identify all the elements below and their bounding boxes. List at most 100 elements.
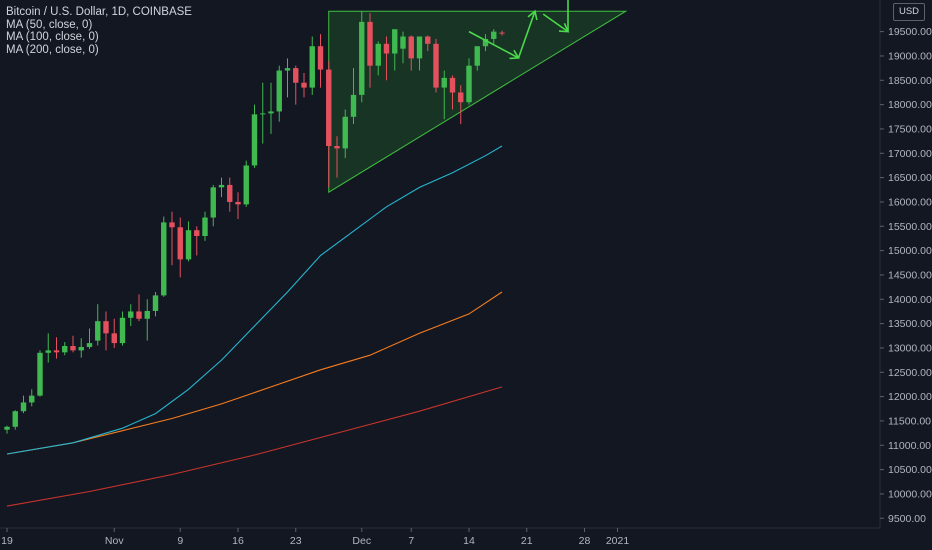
chart-legend: Bitcoin / U.S. Dollar, 1D, COINBASE MA (… (6, 6, 192, 56)
candle-body (78, 346, 84, 351)
candle (243, 160, 249, 207)
candle (144, 299, 150, 341)
time-tick-label: 7 (408, 535, 414, 547)
candle-body (326, 69, 332, 146)
candle (251, 104, 258, 168)
candle-body (400, 36, 406, 49)
currency-label[interactable]: USD (893, 3, 925, 21)
candle (53, 337, 60, 359)
price-tick-label: 18500.00 (888, 75, 932, 87)
ma100-legend[interactable]: MA (100, close, 0) (6, 31, 99, 44)
candle-body (70, 345, 76, 351)
candle (293, 65, 299, 105)
candle (4, 425, 10, 434)
price-tick-label: 10500.00 (888, 464, 932, 476)
price-tick-label: 19000.00 (888, 50, 932, 62)
candle-body (185, 230, 192, 260)
candle-body (194, 230, 200, 237)
price-tick-label: 17000.00 (888, 148, 932, 160)
ma50-legend[interactable]: MA (50, close, 0) (6, 18, 93, 31)
candle-body (350, 94, 357, 117)
symbol-title[interactable]: Bitcoin / U.S. Dollar, 1D, COINBASE (6, 6, 192, 18)
arrow-shaft (542, 13, 569, 33)
candle (326, 60, 332, 188)
candle (334, 136, 340, 178)
candle (29, 389, 35, 407)
price-tick-label: 19500.00 (888, 26, 932, 38)
candle (499, 30, 505, 36)
candle-body (111, 333, 117, 344)
candle (78, 338, 84, 358)
candle-body (334, 145, 340, 149)
candle (185, 221, 192, 262)
candle (466, 58, 472, 105)
candle (441, 70, 447, 120)
candle (128, 304, 134, 327)
candle (62, 342, 68, 356)
candle-body (474, 46, 480, 66)
time-tick-label: 21 (521, 535, 533, 547)
candle (276, 65, 282, 122)
candle-body (268, 111, 274, 114)
candle (317, 34, 324, 88)
candle-body (169, 222, 175, 228)
candle (95, 304, 101, 346)
time-tick-label: 28 (579, 535, 591, 547)
ascending-triangle (328, 10, 628, 194)
time-axis[interactable]: 19 Nov 9 16 23 Dec 7 14 21 28 2021 (0, 527, 880, 547)
candle-body (144, 310, 150, 319)
ma200-legend[interactable]: MA (200, close, 0) (6, 43, 99, 56)
candle-body (136, 311, 142, 319)
candle (458, 85, 464, 125)
candle-body (458, 92, 464, 103)
candle-body (86, 343, 93, 347)
time-tick-label: 23 (290, 535, 302, 547)
candle-body (177, 227, 183, 260)
ma100-line (6, 291, 503, 455)
candle (194, 226, 200, 256)
candle (359, 11, 365, 103)
moving-averages-layer (6, 145, 503, 507)
candle (392, 29, 398, 71)
candle (169, 211, 175, 266)
candle (268, 82, 274, 134)
candle-body (293, 68, 299, 83)
time-tick-label: 14 (463, 535, 475, 547)
candle (482, 34, 489, 52)
candle (350, 68, 357, 125)
candle (408, 35, 414, 71)
candle (227, 177, 233, 212)
arrow-head (527, 9, 538, 21)
price-axis[interactable]: 9500.00 10000.00 10500.00 11000.00 11500.00 1… (879, 0, 932, 528)
candle (111, 318, 117, 348)
candle (416, 36, 423, 71)
candle-body (359, 21, 365, 95)
time-tick-label: 19 (1, 535, 13, 547)
candle-body (416, 36, 423, 59)
candle (260, 82, 266, 144)
price-tick-label: 15000.00 (888, 245, 932, 257)
candle-body (276, 70, 282, 112)
ma50-line (6, 145, 503, 455)
price-tick-label: 18000.00 (888, 99, 932, 111)
candle (45, 333, 51, 363)
price-tick-label: 16500.00 (888, 172, 932, 184)
price-tick-label: 11000.00 (888, 440, 931, 452)
price-tick-label: 10000.00 (888, 488, 932, 500)
projection-arrows-layer (468, 0, 570, 60)
candle (136, 294, 142, 322)
candle-body (103, 321, 109, 334)
projection-arrow (517, 9, 538, 59)
candle-body (227, 184, 233, 202)
candle-body (441, 77, 447, 88)
candle (103, 311, 109, 351)
price-tick-label: 15500.00 (888, 221, 932, 233)
price-tick-label: 13500.00 (888, 318, 932, 330)
candle (235, 192, 241, 219)
candle-body (301, 82, 307, 88)
candle (375, 41, 381, 76)
candle-body (95, 321, 101, 341)
projection-arrow (567, 0, 569, 32)
